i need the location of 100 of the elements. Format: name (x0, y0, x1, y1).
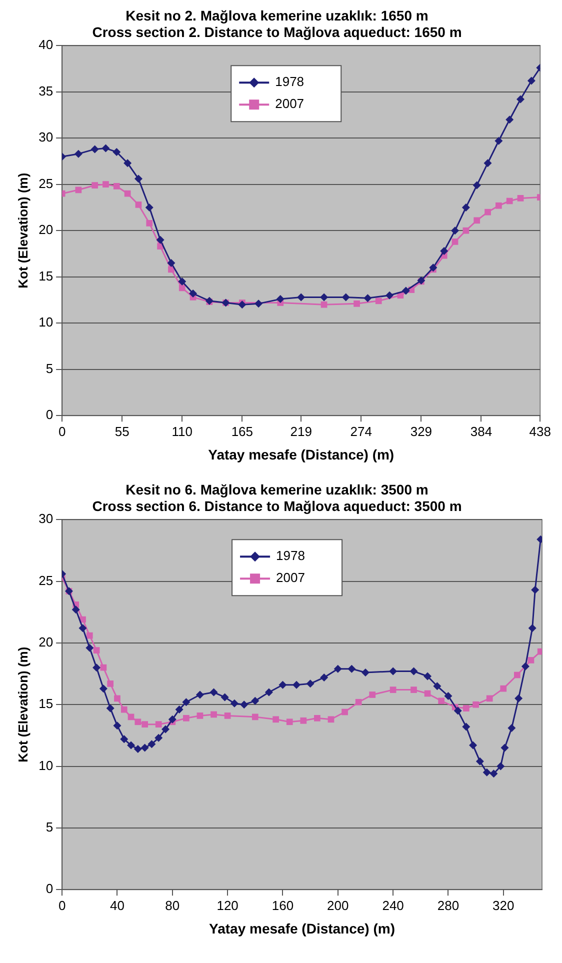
point (528, 624, 536, 632)
x-tick-label: 0 (58, 898, 66, 913)
y-tick-label: 25 (38, 176, 54, 191)
point (86, 632, 93, 639)
point (297, 293, 306, 302)
x-tick-label: 165 (231, 424, 254, 439)
point (386, 291, 394, 300)
x-tick-label: 200 (327, 898, 349, 913)
point (424, 672, 432, 680)
x-axis-title: Yatay mesafe (Distance) (m) (209, 920, 396, 936)
x-tick-label: 384 (470, 424, 492, 439)
x-tick-label: 0 (58, 424, 66, 439)
point (334, 664, 342, 673)
point (183, 714, 190, 722)
y-tick-label: 5 (46, 360, 54, 376)
x-tick-label: 219 (290, 424, 312, 439)
point (99, 684, 108, 693)
point (486, 695, 493, 702)
point (496, 762, 505, 770)
point (168, 715, 176, 724)
x-tick-label: 55 (114, 424, 130, 439)
point (462, 722, 470, 731)
point (451, 226, 460, 235)
point (320, 293, 328, 302)
point (390, 686, 396, 693)
point (462, 227, 470, 234)
point (112, 148, 121, 156)
point (252, 714, 258, 720)
point (438, 698, 445, 704)
point (402, 286, 410, 295)
y-axis-title: Kot (Elevation) (m) (15, 646, 30, 762)
y-tick-label: 5 (46, 820, 54, 835)
y-axis-title: Kot (Elevation) (m) (15, 172, 30, 288)
point (389, 667, 398, 676)
point (127, 741, 136, 750)
point (320, 673, 328, 682)
point (230, 699, 238, 708)
legend-label: 2007 (275, 96, 304, 112)
point (292, 680, 301, 689)
y-tick-label: 10 (38, 314, 54, 330)
point (500, 685, 507, 692)
x-tick-label: 320 (492, 898, 514, 913)
point (224, 712, 231, 719)
point (106, 704, 114, 712)
point (469, 741, 478, 750)
point (286, 718, 293, 726)
point (72, 606, 80, 614)
point (90, 145, 99, 154)
point (92, 664, 101, 672)
point (120, 706, 128, 713)
point (140, 744, 149, 752)
point (514, 672, 520, 678)
y-tick-label: 15 (38, 268, 54, 284)
x-tick-label: 438 (529, 424, 552, 439)
point (167, 258, 176, 267)
point (238, 300, 246, 309)
x-tick-label: 274 (350, 424, 372, 439)
point (272, 716, 280, 723)
y-tick-label: 30 (38, 511, 54, 526)
point (342, 293, 350, 302)
point (440, 246, 448, 255)
point (113, 722, 122, 730)
point (517, 195, 524, 202)
y-tick-label: 30 (38, 130, 54, 145)
point (490, 770, 498, 778)
point (354, 300, 360, 307)
point (462, 203, 470, 212)
point (514, 694, 523, 702)
point (196, 712, 204, 719)
point (454, 706, 462, 715)
point (251, 696, 260, 705)
point (124, 190, 131, 197)
point (74, 150, 82, 158)
x-tick-label: 40 (110, 898, 124, 913)
point (92, 182, 98, 188)
point (433, 682, 442, 690)
point (527, 76, 536, 85)
point (355, 698, 362, 706)
point (107, 680, 114, 687)
point (516, 95, 525, 104)
point (328, 716, 334, 723)
x-tick-label: 280 (437, 898, 460, 913)
point (495, 202, 502, 209)
chart-title: Kesit no 6. Mağlova kemerine uzaklık: 3500 m (126, 481, 428, 498)
x-tick-label: 160 (272, 898, 294, 913)
point (320, 301, 328, 308)
point (278, 680, 287, 689)
point (369, 692, 376, 698)
point (146, 220, 153, 226)
point (134, 745, 142, 753)
point (474, 217, 480, 224)
point (276, 295, 284, 304)
x-axis-title: Yatay mesafe (Distance) (m) (208, 446, 394, 462)
point (264, 688, 273, 696)
point (220, 693, 229, 702)
point (254, 300, 263, 308)
point (429, 264, 438, 272)
point (472, 701, 479, 708)
point (521, 662, 530, 670)
point (210, 688, 218, 696)
